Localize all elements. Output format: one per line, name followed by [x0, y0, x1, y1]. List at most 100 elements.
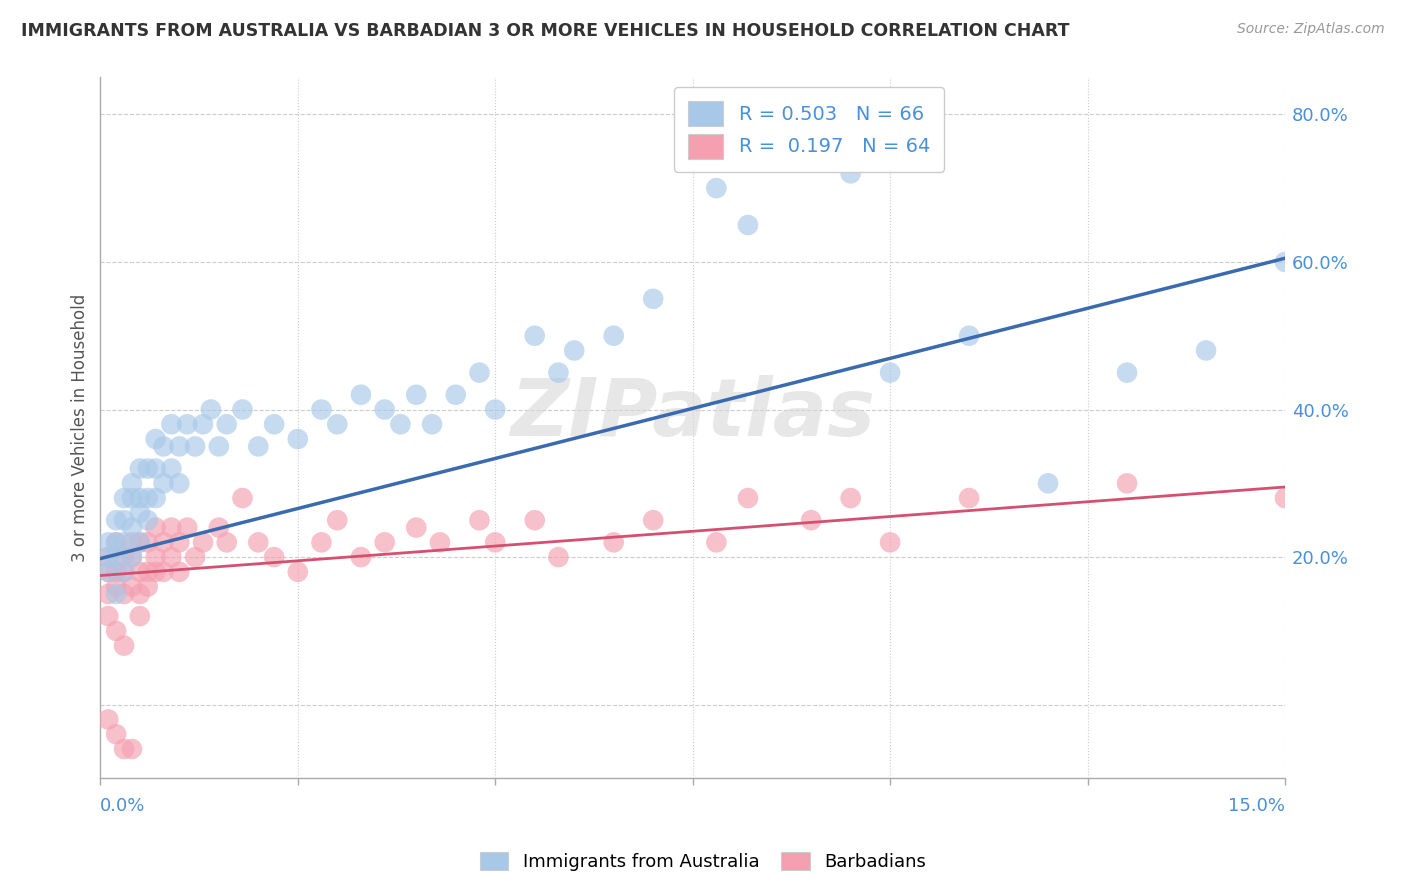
Point	[152, 476, 174, 491]
Point	[215, 417, 238, 432]
Point	[105, 550, 128, 565]
Point	[1274, 491, 1296, 505]
Point	[105, 624, 128, 638]
Point	[105, 535, 128, 549]
Point	[97, 565, 120, 579]
Point	[247, 439, 270, 453]
Point	[839, 491, 862, 505]
Point	[145, 520, 167, 534]
Point	[839, 166, 862, 180]
Text: Source: ZipAtlas.com: Source: ZipAtlas.com	[1237, 22, 1385, 37]
Point	[184, 439, 207, 453]
Point	[547, 366, 569, 380]
Point	[145, 565, 167, 579]
Point	[215, 535, 238, 549]
Point	[128, 491, 150, 505]
Point	[200, 402, 222, 417]
Point	[484, 535, 506, 549]
Point	[112, 587, 135, 601]
Point	[105, 587, 128, 601]
Point	[105, 565, 128, 579]
Point	[879, 535, 901, 549]
Point	[350, 550, 373, 565]
Point	[374, 535, 396, 549]
Legend: R = 0.503   N = 66, R =  0.197   N = 64: R = 0.503 N = 66, R = 0.197 N = 64	[675, 87, 943, 172]
Point	[105, 580, 128, 594]
Point	[468, 513, 491, 527]
Point	[105, 727, 128, 741]
Point	[389, 417, 412, 432]
Point	[169, 565, 191, 579]
Y-axis label: 3 or more Vehicles in Household: 3 or more Vehicles in Household	[72, 293, 89, 562]
Point	[112, 550, 135, 565]
Point	[128, 506, 150, 520]
Point	[169, 439, 191, 453]
Point	[136, 491, 159, 505]
Point	[263, 417, 285, 432]
Point	[287, 432, 309, 446]
Point	[602, 328, 624, 343]
Point	[737, 491, 759, 505]
Point	[1116, 476, 1139, 491]
Point	[136, 535, 159, 549]
Point	[1116, 366, 1139, 380]
Point	[160, 520, 183, 534]
Point	[152, 535, 174, 549]
Point	[112, 565, 135, 579]
Point	[97, 713, 120, 727]
Point	[105, 513, 128, 527]
Point	[112, 491, 135, 505]
Point	[191, 417, 214, 432]
Point	[706, 535, 728, 549]
Point	[121, 491, 143, 505]
Point	[97, 565, 120, 579]
Point	[405, 388, 427, 402]
Point	[643, 292, 665, 306]
Point	[247, 535, 270, 549]
Point	[121, 550, 143, 565]
Text: 15.0%: 15.0%	[1227, 797, 1285, 815]
Point	[957, 328, 980, 343]
Point	[879, 366, 901, 380]
Point	[121, 476, 143, 491]
Point	[643, 513, 665, 527]
Point	[145, 491, 167, 505]
Point	[957, 491, 980, 505]
Point	[405, 520, 427, 534]
Point	[800, 513, 823, 527]
Point	[160, 550, 183, 565]
Point	[145, 432, 167, 446]
Point	[112, 513, 135, 527]
Point	[484, 402, 506, 417]
Point	[429, 535, 451, 549]
Point	[737, 218, 759, 232]
Point	[444, 388, 467, 402]
Point	[97, 550, 120, 565]
Point	[800, 145, 823, 159]
Point	[176, 520, 198, 534]
Point	[121, 535, 143, 549]
Point	[112, 639, 135, 653]
Point	[136, 565, 159, 579]
Point	[121, 742, 143, 756]
Point	[706, 181, 728, 195]
Point	[105, 535, 128, 549]
Point	[208, 439, 231, 453]
Point	[326, 513, 349, 527]
Point	[128, 461, 150, 475]
Text: IMMIGRANTS FROM AUSTRALIA VS BARBADIAN 3 OR MORE VEHICLES IN HOUSEHOLD CORRELATI: IMMIGRANTS FROM AUSTRALIA VS BARBADIAN 3…	[21, 22, 1070, 40]
Point	[145, 550, 167, 565]
Point	[121, 520, 143, 534]
Point	[145, 461, 167, 475]
Point	[136, 461, 159, 475]
Point	[160, 417, 183, 432]
Point	[374, 402, 396, 417]
Point	[152, 565, 174, 579]
Point	[169, 535, 191, 549]
Point	[191, 535, 214, 549]
Point	[97, 587, 120, 601]
Point	[169, 476, 191, 491]
Point	[311, 535, 333, 549]
Point	[97, 535, 120, 549]
Point	[602, 535, 624, 549]
